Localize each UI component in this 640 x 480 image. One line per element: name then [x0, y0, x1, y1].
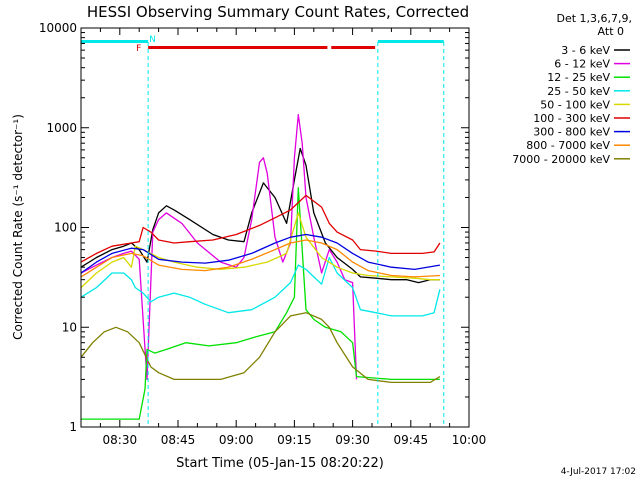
- y-tick-label: 100: [54, 221, 77, 235]
- series-line-1: [80, 147, 440, 284]
- series-line-6: [80, 194, 441, 263]
- x-tick-label: 09:00: [219, 433, 254, 447]
- legend-label: 100 - 300 keV: [533, 112, 610, 125]
- legend-label: 12 - 25 keV: [547, 71, 610, 84]
- series-line-5: [80, 212, 440, 289]
- flare-bar-2: [331, 46, 376, 49]
- legend-header-line-2: Att 0: [598, 25, 624, 38]
- legend-label: 25 - 50 keV: [547, 85, 610, 98]
- y-tick-label: 10: [62, 320, 77, 334]
- legend-label: 7000 - 20000 keV: [512, 153, 610, 166]
- footer-timestamp: 4-Jul-2017 17:02: [561, 467, 636, 477]
- series-line-3: [81, 187, 440, 420]
- y-tick-label: 1000: [46, 121, 77, 135]
- series-line-2: [80, 114, 358, 381]
- legend-label: 3 - 6 keV: [561, 44, 610, 57]
- legend-header-line-1: Det 1,3,6,7,9,: [556, 12, 632, 25]
- plot-frame: [80, 27, 470, 428]
- y-axis-label: Corrected Count Rate (s⁻¹ detector⁻¹): [11, 114, 25, 340]
- x-tick-label: 10:00: [452, 433, 487, 447]
- x-axis-label: Start Time (05-Jan-15 08:20:22): [176, 456, 384, 471]
- x-tick-label: 09:30: [335, 433, 370, 447]
- night-bar-1: [81, 40, 149, 43]
- svg-text:Corrected Count Rate (s⁻¹ dete: Corrected Count Rate (s⁻¹ detector⁻¹): [11, 114, 25, 340]
- series-line-8: [80, 239, 440, 278]
- night-bar-label: N: [149, 35, 156, 45]
- x-tick-label: 08:30: [103, 433, 138, 447]
- axis-layer: 08:30 08:45 09:00 09:15 09:30 09:45 10:00 1 10 10…: [39, 21, 486, 447]
- legend-label: 800 - 7000 keV: [526, 139, 610, 152]
- x-tick-label: 09:15: [277, 433, 312, 447]
- legend-label: 50 - 100 keV: [540, 98, 610, 111]
- legend-label: 300 - 800 keV: [533, 126, 610, 139]
- series-line-4: [80, 256, 441, 317]
- night-bar-2: [377, 40, 444, 43]
- y-tick-label: 10000: [39, 21, 77, 35]
- x-tick-label: 09:45: [394, 433, 429, 447]
- plot-layer: NF: [80, 35, 445, 427]
- chart-title: HESSI Observing Summary Count Rates, Cor…: [87, 3, 469, 21]
- flare-bar-label: F: [136, 44, 141, 54]
- flare-bar-1: [148, 46, 328, 49]
- legend-label: 6 - 12 keV: [554, 58, 610, 71]
- x-tick-label: 08:45: [161, 433, 196, 447]
- series-line-7: [80, 233, 441, 274]
- y-tick-label: 1: [69, 420, 77, 434]
- series-line-9: [80, 312, 441, 384]
